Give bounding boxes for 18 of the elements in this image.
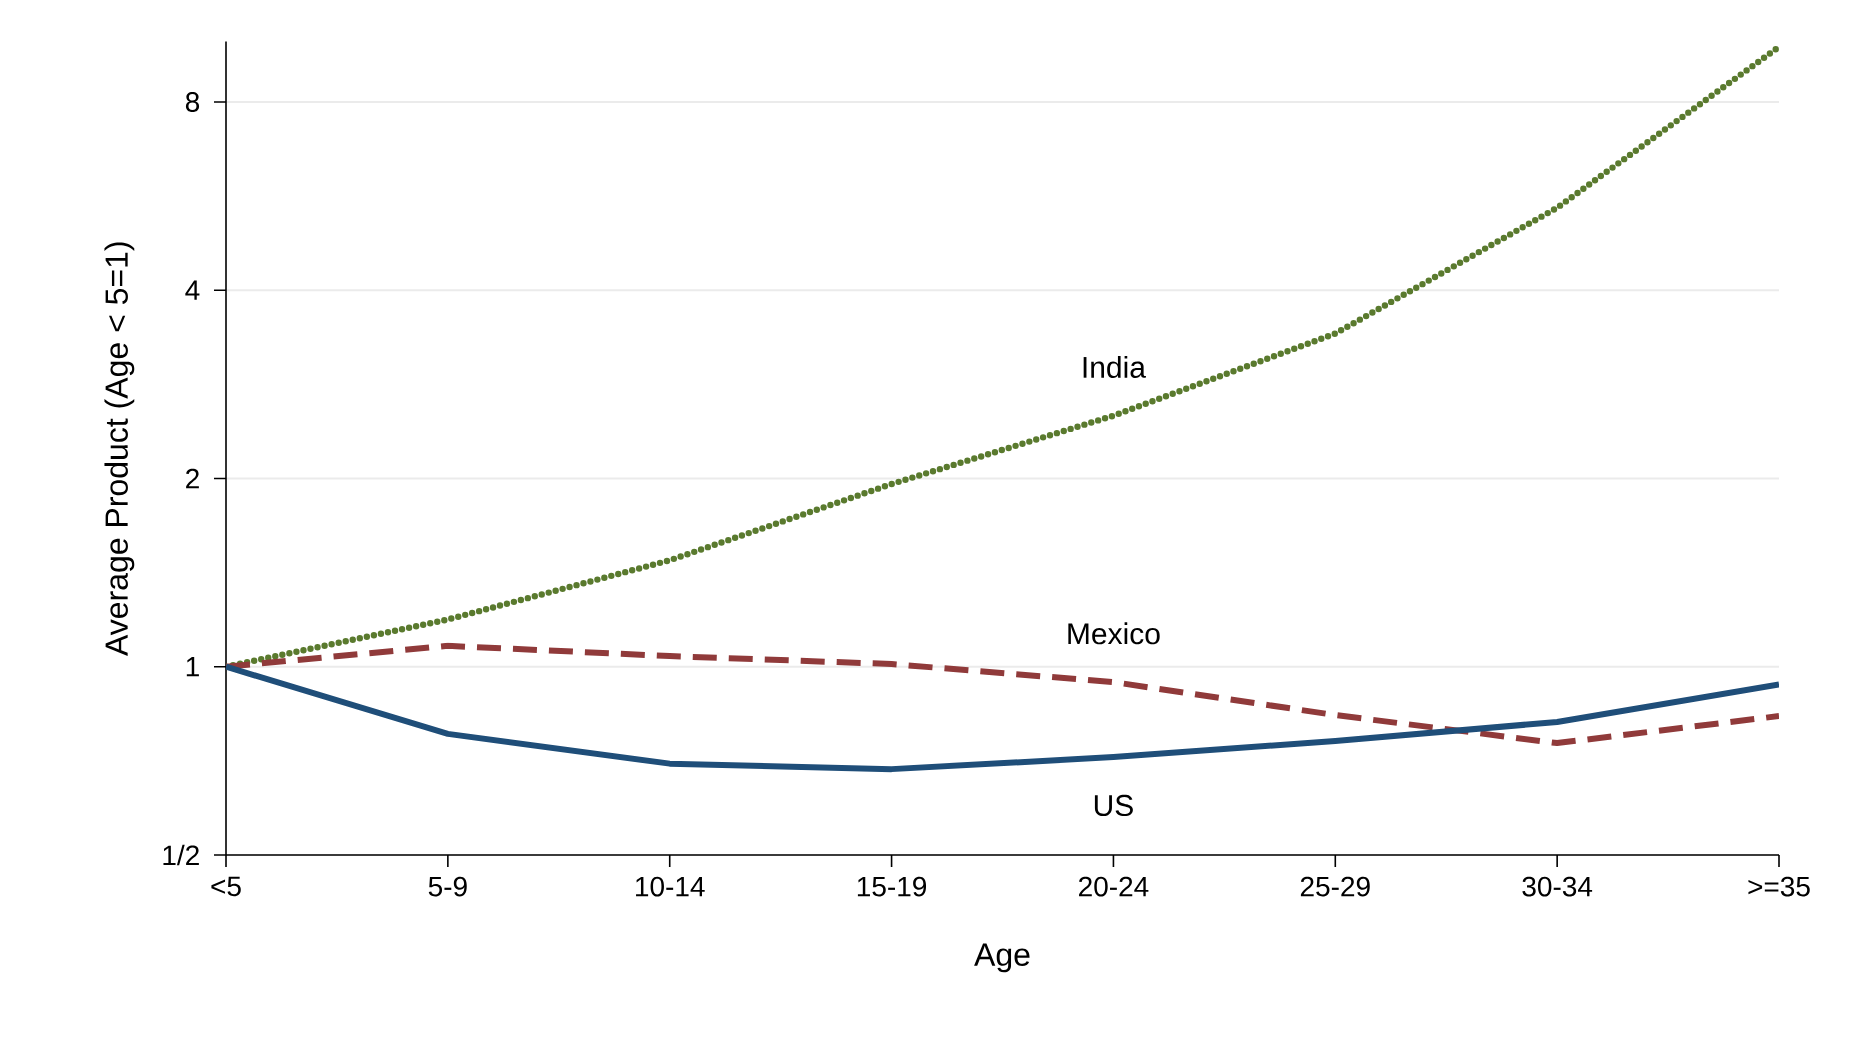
x-tick-label: 20-24 <box>1079 876 1149 897</box>
x-tick-label: 30-34 <box>1522 876 1593 897</box>
y-tick-label: 1 <box>186 657 199 677</box>
y-tick-label: 1/2 <box>163 844 199 866</box>
x-axis-title: Age <box>974 943 1030 973</box>
x-tick-label: <5 <box>211 876 241 897</box>
series-label: US <box>1094 794 1133 817</box>
x-tick-label: 15-19 <box>857 876 927 897</box>
y-tick-label: 2 <box>186 468 199 489</box>
x-tick-label: 5-9 <box>428 876 467 897</box>
x-tick-label: 25-29 <box>1300 876 1370 897</box>
y-axis-title: Average Product (Age < 5=1) <box>104 242 135 656</box>
y-tick-label: 8 <box>185 92 200 112</box>
y-tick-label: 4 <box>185 280 200 300</box>
x-tick-label: >=35 <box>1748 876 1810 897</box>
series-label: Mexico <box>1068 622 1160 645</box>
series-label: India <box>1083 355 1146 378</box>
x-tick-label: 10-14 <box>636 876 705 897</box>
